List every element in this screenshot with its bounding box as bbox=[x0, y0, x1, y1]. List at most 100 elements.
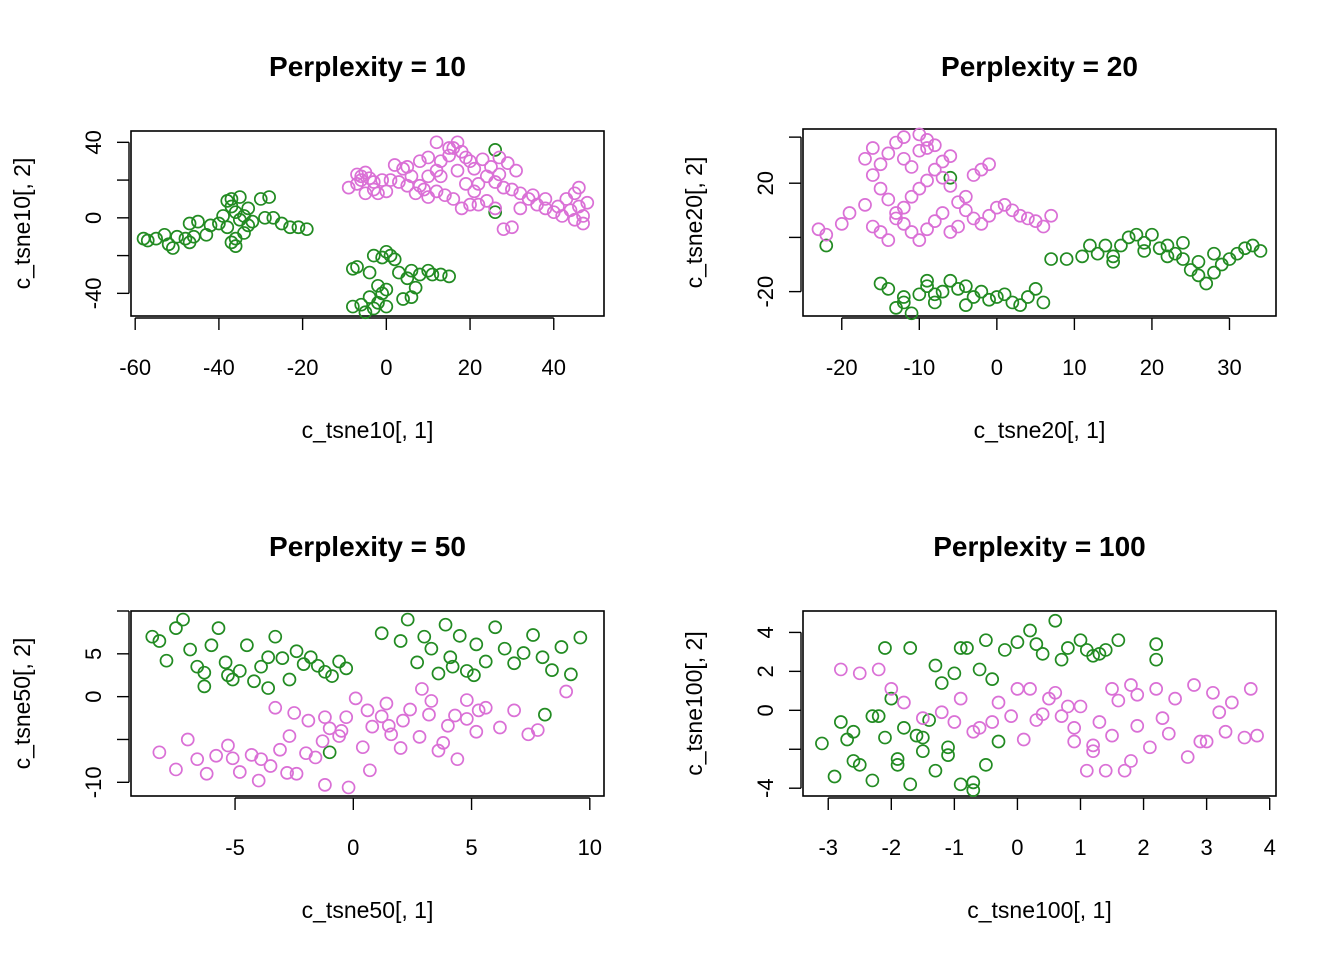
data-point bbox=[1092, 646, 1107, 661]
data-point bbox=[261, 681, 276, 695]
data-point bbox=[176, 612, 190, 627]
data-point bbox=[953, 691, 968, 706]
y-tick-label: -10 bbox=[81, 766, 106, 798]
y-tick-label: -20 bbox=[753, 276, 778, 308]
data-point bbox=[858, 198, 872, 212]
data-point bbox=[1092, 715, 1107, 729]
data-point bbox=[1061, 641, 1075, 655]
data-point bbox=[920, 222, 934, 237]
data-point bbox=[1111, 693, 1126, 708]
data-point bbox=[383, 173, 398, 187]
data-point bbox=[159, 653, 174, 668]
data-point bbox=[452, 628, 467, 643]
x-tick-label: 10 bbox=[578, 835, 602, 860]
data-point bbox=[1168, 691, 1182, 706]
data-point bbox=[433, 169, 448, 184]
data-point bbox=[339, 661, 354, 676]
data-point bbox=[912, 233, 927, 247]
data-point bbox=[1044, 208, 1058, 223]
data-point bbox=[410, 655, 425, 670]
data-point bbox=[459, 712, 474, 726]
data-point bbox=[852, 666, 867, 681]
data-point bbox=[982, 208, 996, 223]
data-point bbox=[912, 287, 927, 302]
data-point bbox=[1086, 738, 1100, 753]
data-point bbox=[232, 664, 247, 678]
data-point bbox=[896, 295, 911, 310]
data-point bbox=[903, 777, 918, 792]
data-point bbox=[873, 225, 888, 239]
data-point bbox=[873, 181, 888, 196]
data-point bbox=[1023, 623, 1037, 638]
data-point bbox=[1243, 682, 1258, 696]
x-axis-title: c_tsne20[, 1] bbox=[974, 417, 1106, 443]
data-point bbox=[393, 634, 408, 648]
y-tick-label: 5 bbox=[81, 648, 106, 660]
data-point bbox=[1035, 646, 1050, 661]
data-point bbox=[927, 214, 942, 228]
data-point bbox=[985, 672, 1000, 687]
data-point bbox=[505, 220, 519, 235]
x-tick-label: -20 bbox=[287, 355, 319, 380]
data-point bbox=[199, 766, 214, 781]
data-point bbox=[438, 617, 453, 632]
data-point bbox=[1149, 682, 1164, 696]
data-point bbox=[492, 167, 507, 182]
data-point bbox=[554, 640, 569, 654]
data-point bbox=[1137, 244, 1152, 258]
data-point bbox=[1111, 633, 1126, 648]
data-point bbox=[881, 146, 896, 161]
data-point bbox=[442, 148, 456, 163]
data-point bbox=[1225, 695, 1239, 710]
data-point bbox=[979, 757, 993, 772]
data-point bbox=[363, 763, 377, 778]
data-point bbox=[403, 702, 417, 717]
data-point bbox=[1206, 685, 1220, 700]
data-point bbox=[884, 691, 899, 706]
data-point bbox=[990, 200, 1004, 215]
data-point bbox=[819, 238, 834, 253]
data-point bbox=[526, 628, 540, 642]
data-point bbox=[400, 612, 415, 627]
data-point bbox=[979, 633, 993, 648]
data-point bbox=[834, 217, 849, 231]
data-point bbox=[318, 710, 332, 725]
data-point bbox=[366, 248, 381, 263]
x-tick-label: -10 bbox=[903, 355, 935, 380]
scatter-series bbox=[811, 127, 1058, 247]
data-point bbox=[431, 743, 446, 758]
data-point bbox=[912, 143, 927, 158]
data-point bbox=[241, 218, 256, 233]
data-point bbox=[169, 621, 183, 635]
data-point bbox=[573, 630, 588, 645]
data-point bbox=[935, 206, 950, 220]
data-point bbox=[842, 206, 857, 220]
data-point bbox=[396, 292, 410, 306]
x-tick-label: 5 bbox=[465, 835, 477, 860]
data-point bbox=[873, 157, 888, 172]
data-point bbox=[221, 668, 235, 683]
data-point bbox=[858, 151, 872, 166]
data-point bbox=[934, 705, 949, 720]
data-point bbox=[878, 641, 892, 655]
data-point bbox=[1212, 705, 1227, 720]
data-point bbox=[425, 267, 440, 282]
data-point bbox=[927, 295, 942, 310]
data-point bbox=[920, 173, 934, 188]
data-point bbox=[475, 152, 490, 167]
scatter-series bbox=[152, 682, 574, 795]
data-point bbox=[446, 192, 461, 206]
data-point bbox=[915, 730, 930, 745]
data-point bbox=[953, 641, 968, 655]
data-point bbox=[865, 141, 880, 155]
data-point bbox=[467, 161, 482, 176]
data-point bbox=[966, 775, 981, 790]
data-point bbox=[1152, 241, 1167, 256]
data-point bbox=[513, 201, 528, 216]
data-point bbox=[216, 209, 230, 223]
data-point bbox=[1010, 682, 1025, 696]
data-point bbox=[225, 672, 240, 687]
data-point bbox=[865, 773, 880, 788]
data-point bbox=[833, 715, 848, 729]
data-point bbox=[927, 287, 942, 302]
